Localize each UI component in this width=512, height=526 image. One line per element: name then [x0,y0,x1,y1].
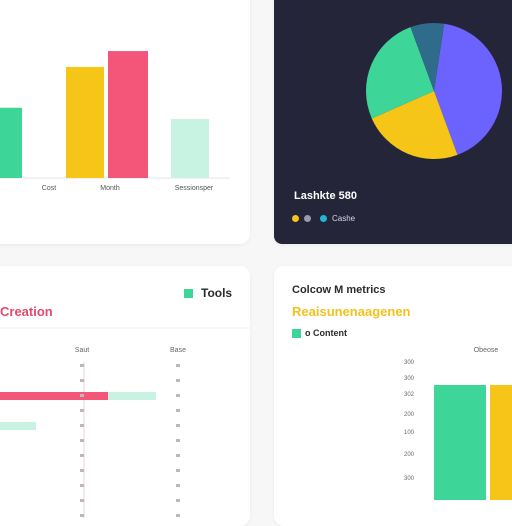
legend: Cashe [292,214,355,223]
row-tick [176,454,180,457]
row-tick [176,394,180,397]
row-tick [176,379,180,382]
axis-label-group: 300 300 302 200 100 200 300 [404,360,415,482]
legend: o Content [292,328,347,338]
row-tick [176,469,180,472]
axis-label: 300 [404,476,415,482]
bar-group [0,392,156,430]
horizontal-bar[interactable] [0,392,108,400]
tick-label: Cost [42,185,56,192]
bar-month-pink[interactable] [108,51,148,178]
legend-dot-teal [320,215,327,222]
axis-label: 200 [404,452,415,458]
row-tick [176,499,180,502]
bar-month-yellow[interactable] [66,66,104,178]
row-tick [80,499,84,502]
row-tick [80,514,84,517]
row-tick [176,439,180,442]
row-tick [80,379,84,382]
bar-chart: Cost Month Sessionsper [0,51,230,192]
pie-slice[interactable] [366,27,434,119]
row-tick [80,394,84,397]
legend-label: Cashe [332,214,356,223]
content-metrics-card: Colcow M metrics Reaisunenaagenen o Cont… [274,266,512,526]
legend-swatch [292,328,301,338]
legend-swatch [184,288,193,298]
card-title: Creation [0,304,53,319]
row-tick [80,409,84,412]
legend-label: Tools [201,286,233,300]
row-tick [176,424,180,427]
tick-label: Month [100,185,120,192]
row-tick [176,484,180,487]
column-header: Obeose [474,347,499,354]
pie-slice[interactable] [434,23,503,155]
horizontal-bar[interactable] [0,422,36,430]
row-tick [176,409,180,412]
horizontal-bar-chart: Saut Base [0,327,250,518]
row-tick [80,484,84,487]
tick-label: Sessionsper [175,185,214,192]
axis-label: 200 [404,412,415,418]
axis-label: 300 [404,360,415,366]
card-title: Colcow M metrics [292,284,386,296]
card-title: Lashkte 580 [294,190,357,202]
row-tick-group [80,364,180,517]
content-bar-chart: Obeose 300 300 302 200 100 200 300 [404,347,512,500]
pie-slice[interactable] [410,22,445,91]
horizontal-bar-card: Tools Creation Saut Base [0,266,250,526]
bar-chart-card: Cost Month Sessionsper [0,0,250,244]
pie-slices [366,22,503,160]
legend-label: o Content [305,328,347,338]
row-tick [80,454,84,457]
pie-chart-card: Lashkte 580 Cashe [274,0,512,244]
pie-chart [366,22,503,160]
pie-slice[interactable] [371,91,458,160]
axis-label: 302 [404,392,415,398]
bar-sessionsper[interactable] [171,119,209,178]
axis-label: 300 [404,376,415,382]
row-tick [80,424,84,427]
bar-cost[interactable] [0,107,22,178]
column-header: Saut [75,347,89,354]
column-header: Base [170,347,186,354]
row-tick [176,514,180,517]
horizontal-bar-secondary[interactable] [108,392,156,400]
row-tick [80,469,84,472]
legend-dot-yellow [292,215,299,222]
card-subtitle: Reaisunenaagenen [292,304,411,319]
legend: Tools [184,286,232,300]
row-tick [80,364,84,367]
row-tick [176,364,180,367]
row-tick [80,439,84,442]
bar-content-green[interactable] [434,385,486,500]
legend-dot-gray [304,215,311,222]
axis-label: 100 [404,430,415,436]
bar-content-yellow[interactable] [490,385,512,500]
